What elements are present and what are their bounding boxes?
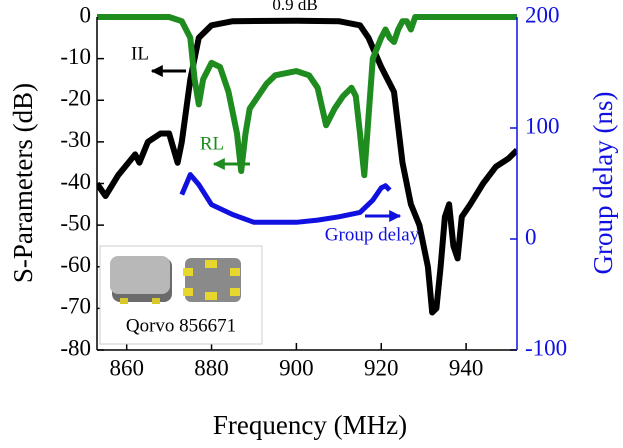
y-tick-label: -40 xyxy=(60,169,91,194)
x-tick-label: 900 xyxy=(279,355,314,380)
series-label: IL xyxy=(131,43,149,64)
chart: 0 -10 -20 -30 -40 -50 -60 -70 -80 200 100 0 -100 860 8… xyxy=(0,0,623,448)
y-tick-label: -30 xyxy=(60,127,91,152)
y-axis-title: S-Parameters (dB) xyxy=(8,83,38,283)
y2-axis-title: Group delay (ns) xyxy=(588,92,618,275)
y2-tick-label: -100 xyxy=(525,335,567,360)
page: {"chart_data": {"type": "line", "xlabel"… xyxy=(0,0,623,448)
x-tick-label: 920 xyxy=(364,355,399,380)
y-tick-label: -80 xyxy=(60,335,91,360)
y-tick-label: -20 xyxy=(60,86,91,111)
y-tick-label: -50 xyxy=(60,210,91,235)
x-axis-title: Frequency (MHz) xyxy=(213,410,407,440)
series-line xyxy=(182,175,390,223)
y-tick-label: -70 xyxy=(60,294,91,319)
y-tick-label: -10 xyxy=(60,44,91,69)
x-tick-label: 880 xyxy=(194,355,229,380)
inset-label: Qorvo 856671 xyxy=(126,315,236,336)
y2-tick-label: 0 xyxy=(525,224,537,249)
y-tick-label: -60 xyxy=(60,252,91,277)
y2-tick-label: 200 xyxy=(525,2,560,27)
annotation: 0.9 dB xyxy=(272,0,317,14)
y-tick-label: 0 xyxy=(80,2,92,27)
x-tick-label: 940 xyxy=(449,355,484,380)
series-line xyxy=(97,17,517,175)
series-label: RL xyxy=(200,133,224,154)
series-label: Group delay xyxy=(325,224,420,245)
x-tick-label: 860 xyxy=(109,355,144,380)
y2-tick-label: 100 xyxy=(525,113,560,138)
